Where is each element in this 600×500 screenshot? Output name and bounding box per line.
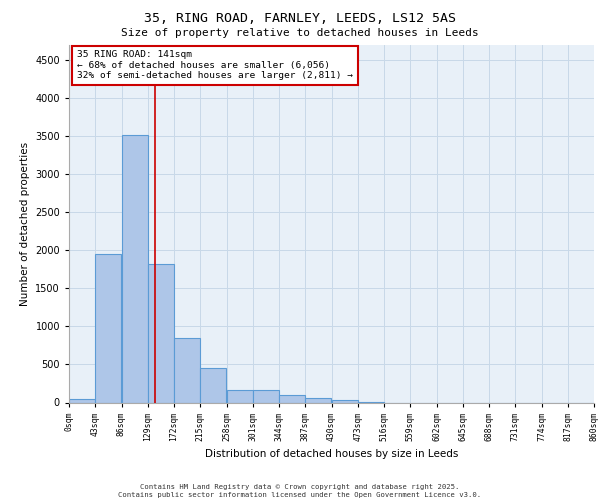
Bar — [332, 400, 358, 402]
Text: Size of property relative to detached houses in Leeds: Size of property relative to detached ho… — [121, 28, 479, 38]
Bar — [174, 338, 200, 402]
Text: 35, RING ROAD, FARNLEY, LEEDS, LS12 5AS: 35, RING ROAD, FARNLEY, LEEDS, LS12 5AS — [144, 12, 456, 26]
Text: Contains HM Land Registry data © Crown copyright and database right 2025.
Contai: Contains HM Land Registry data © Crown c… — [118, 484, 482, 498]
Bar — [227, 390, 253, 402]
Bar — [95, 254, 121, 402]
Bar — [253, 390, 279, 402]
Bar — [305, 398, 331, 402]
Bar — [148, 264, 174, 402]
Bar — [69, 398, 95, 402]
Bar — [122, 135, 148, 402]
X-axis label: Distribution of detached houses by size in Leeds: Distribution of detached houses by size … — [205, 449, 458, 459]
Y-axis label: Number of detached properties: Number of detached properties — [20, 142, 29, 306]
Text: 35 RING ROAD: 141sqm
← 68% of detached houses are smaller (6,056)
32% of semi-de: 35 RING ROAD: 141sqm ← 68% of detached h… — [77, 50, 353, 80]
Bar — [200, 368, 226, 402]
Bar — [279, 396, 305, 402]
